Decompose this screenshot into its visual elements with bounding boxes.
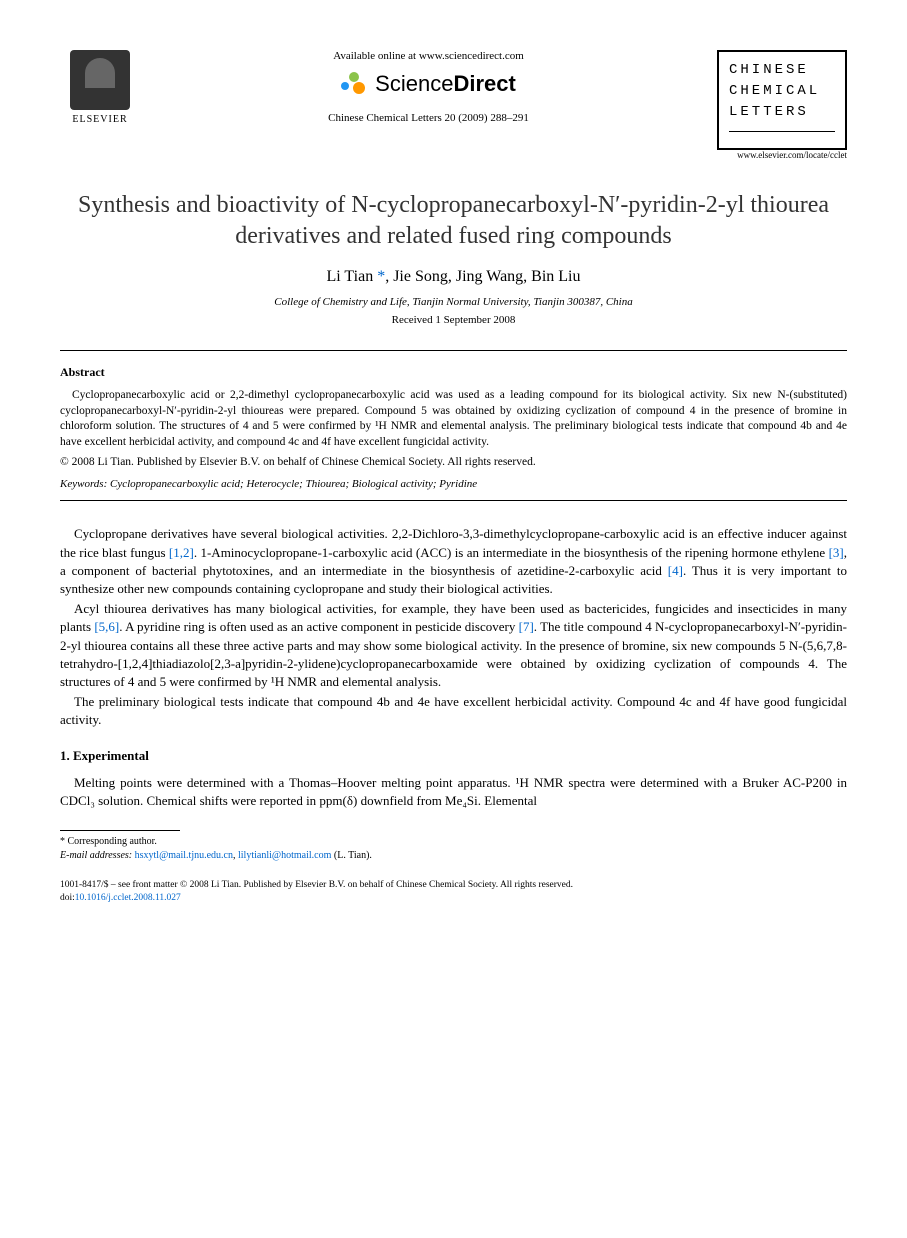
authors: Li Tian *, Jie Song, Jing Wang, Bin Liu: [60, 268, 847, 286]
section-1-heading: 1. Experimental: [60, 748, 847, 764]
email-link-1[interactable]: hsxytl@mail.tjnu.edu.cn: [135, 850, 233, 861]
elsevier-tree-icon: [70, 50, 130, 110]
ref-link-3[interactable]: [3]: [829, 545, 844, 560]
doi-link[interactable]: 10.1016/j.cclet.2008.11.027: [75, 893, 181, 903]
corresponding-star-icon: *: [377, 268, 385, 285]
keywords: Keywords: Cyclopropanecarboxylic acid; H…: [60, 478, 847, 490]
sciencedirect-icon: [341, 70, 369, 98]
footnote-separator: [60, 830, 180, 831]
main-text: Cyclopropane derivatives have several bi…: [60, 525, 847, 729]
sciencedirect-logo: ScienceDirect: [160, 70, 697, 98]
keywords-label: Keywords:: [60, 478, 107, 490]
ref-link-4[interactable]: [4]: [668, 563, 683, 578]
doi-line: doi:10.1016/j.cclet.2008.11.027: [60, 892, 847, 905]
ref-link-7[interactable]: [7]: [519, 619, 534, 634]
journal-title-box: CHINESE CHEMICAL LETTERS: [717, 50, 847, 150]
journal-name: CHINESE CHEMICAL LETTERS: [729, 60, 835, 132]
ref-link-1-2[interactable]: [1,2]: [169, 545, 194, 560]
ref-link-5-6[interactable]: [5,6]: [94, 619, 119, 634]
footnote-corresponding: * Corresponding author.: [60, 835, 847, 849]
page-header: ELSEVIER Available online at www.science…: [60, 50, 847, 160]
received-date: Received 1 September 2008: [60, 314, 847, 326]
email-label: E-mail addresses:: [60, 850, 132, 861]
elsevier-text: ELSEVIER: [60, 114, 140, 125]
abstract-body: Cyclopropanecarboxylic acid or 2,2-dimet…: [60, 388, 847, 450]
paragraph-1: Cyclopropane derivatives have several bi…: [60, 525, 847, 598]
section-1-paragraph: Melting points were determined with a Th…: [60, 774, 847, 810]
paragraph-3: The preliminary biological tests indicat…: [60, 693, 847, 729]
divider: [60, 350, 847, 351]
article-title: Synthesis and bioactivity of N-cycloprop…: [60, 190, 847, 252]
sciencedirect-text: ScienceDirect: [375, 71, 516, 97]
footnote-email: E-mail addresses: hsxytl@mail.tjnu.edu.c…: [60, 849, 847, 863]
elsevier-logo: ELSEVIER: [60, 50, 140, 125]
divider: [60, 500, 847, 501]
paragraph-2: Acyl thiourea derivatives has many biolo…: [60, 600, 847, 691]
email-link-2[interactable]: lilytianli@hotmail.com: [238, 850, 331, 861]
abstract-heading: Abstract: [60, 365, 847, 380]
abstract-copyright: © 2008 Li Tian. Published by Elsevier B.…: [60, 456, 847, 468]
journal-url: www.elsevier.com/locate/cclet: [717, 150, 847, 160]
center-header: Available online at www.sciencedirect.co…: [140, 50, 717, 124]
journal-box-wrapper: CHINESE CHEMICAL LETTERS www.elsevier.co…: [717, 50, 847, 160]
journal-reference: Chinese Chemical Letters 20 (2009) 288–2…: [160, 112, 697, 124]
available-online-text: Available online at www.sciencedirect.co…: [160, 50, 697, 62]
bottom-metadata: 1001-8417/$ – see front matter © 2008 Li…: [60, 879, 847, 906]
affiliation: College of Chemistry and Life, Tianjin N…: [60, 296, 847, 308]
keywords-text: Cyclopropanecarboxylic acid; Heterocycle…: [107, 478, 477, 490]
issn-copyright: 1001-8417/$ – see front matter © 2008 Li…: [60, 879, 847, 892]
